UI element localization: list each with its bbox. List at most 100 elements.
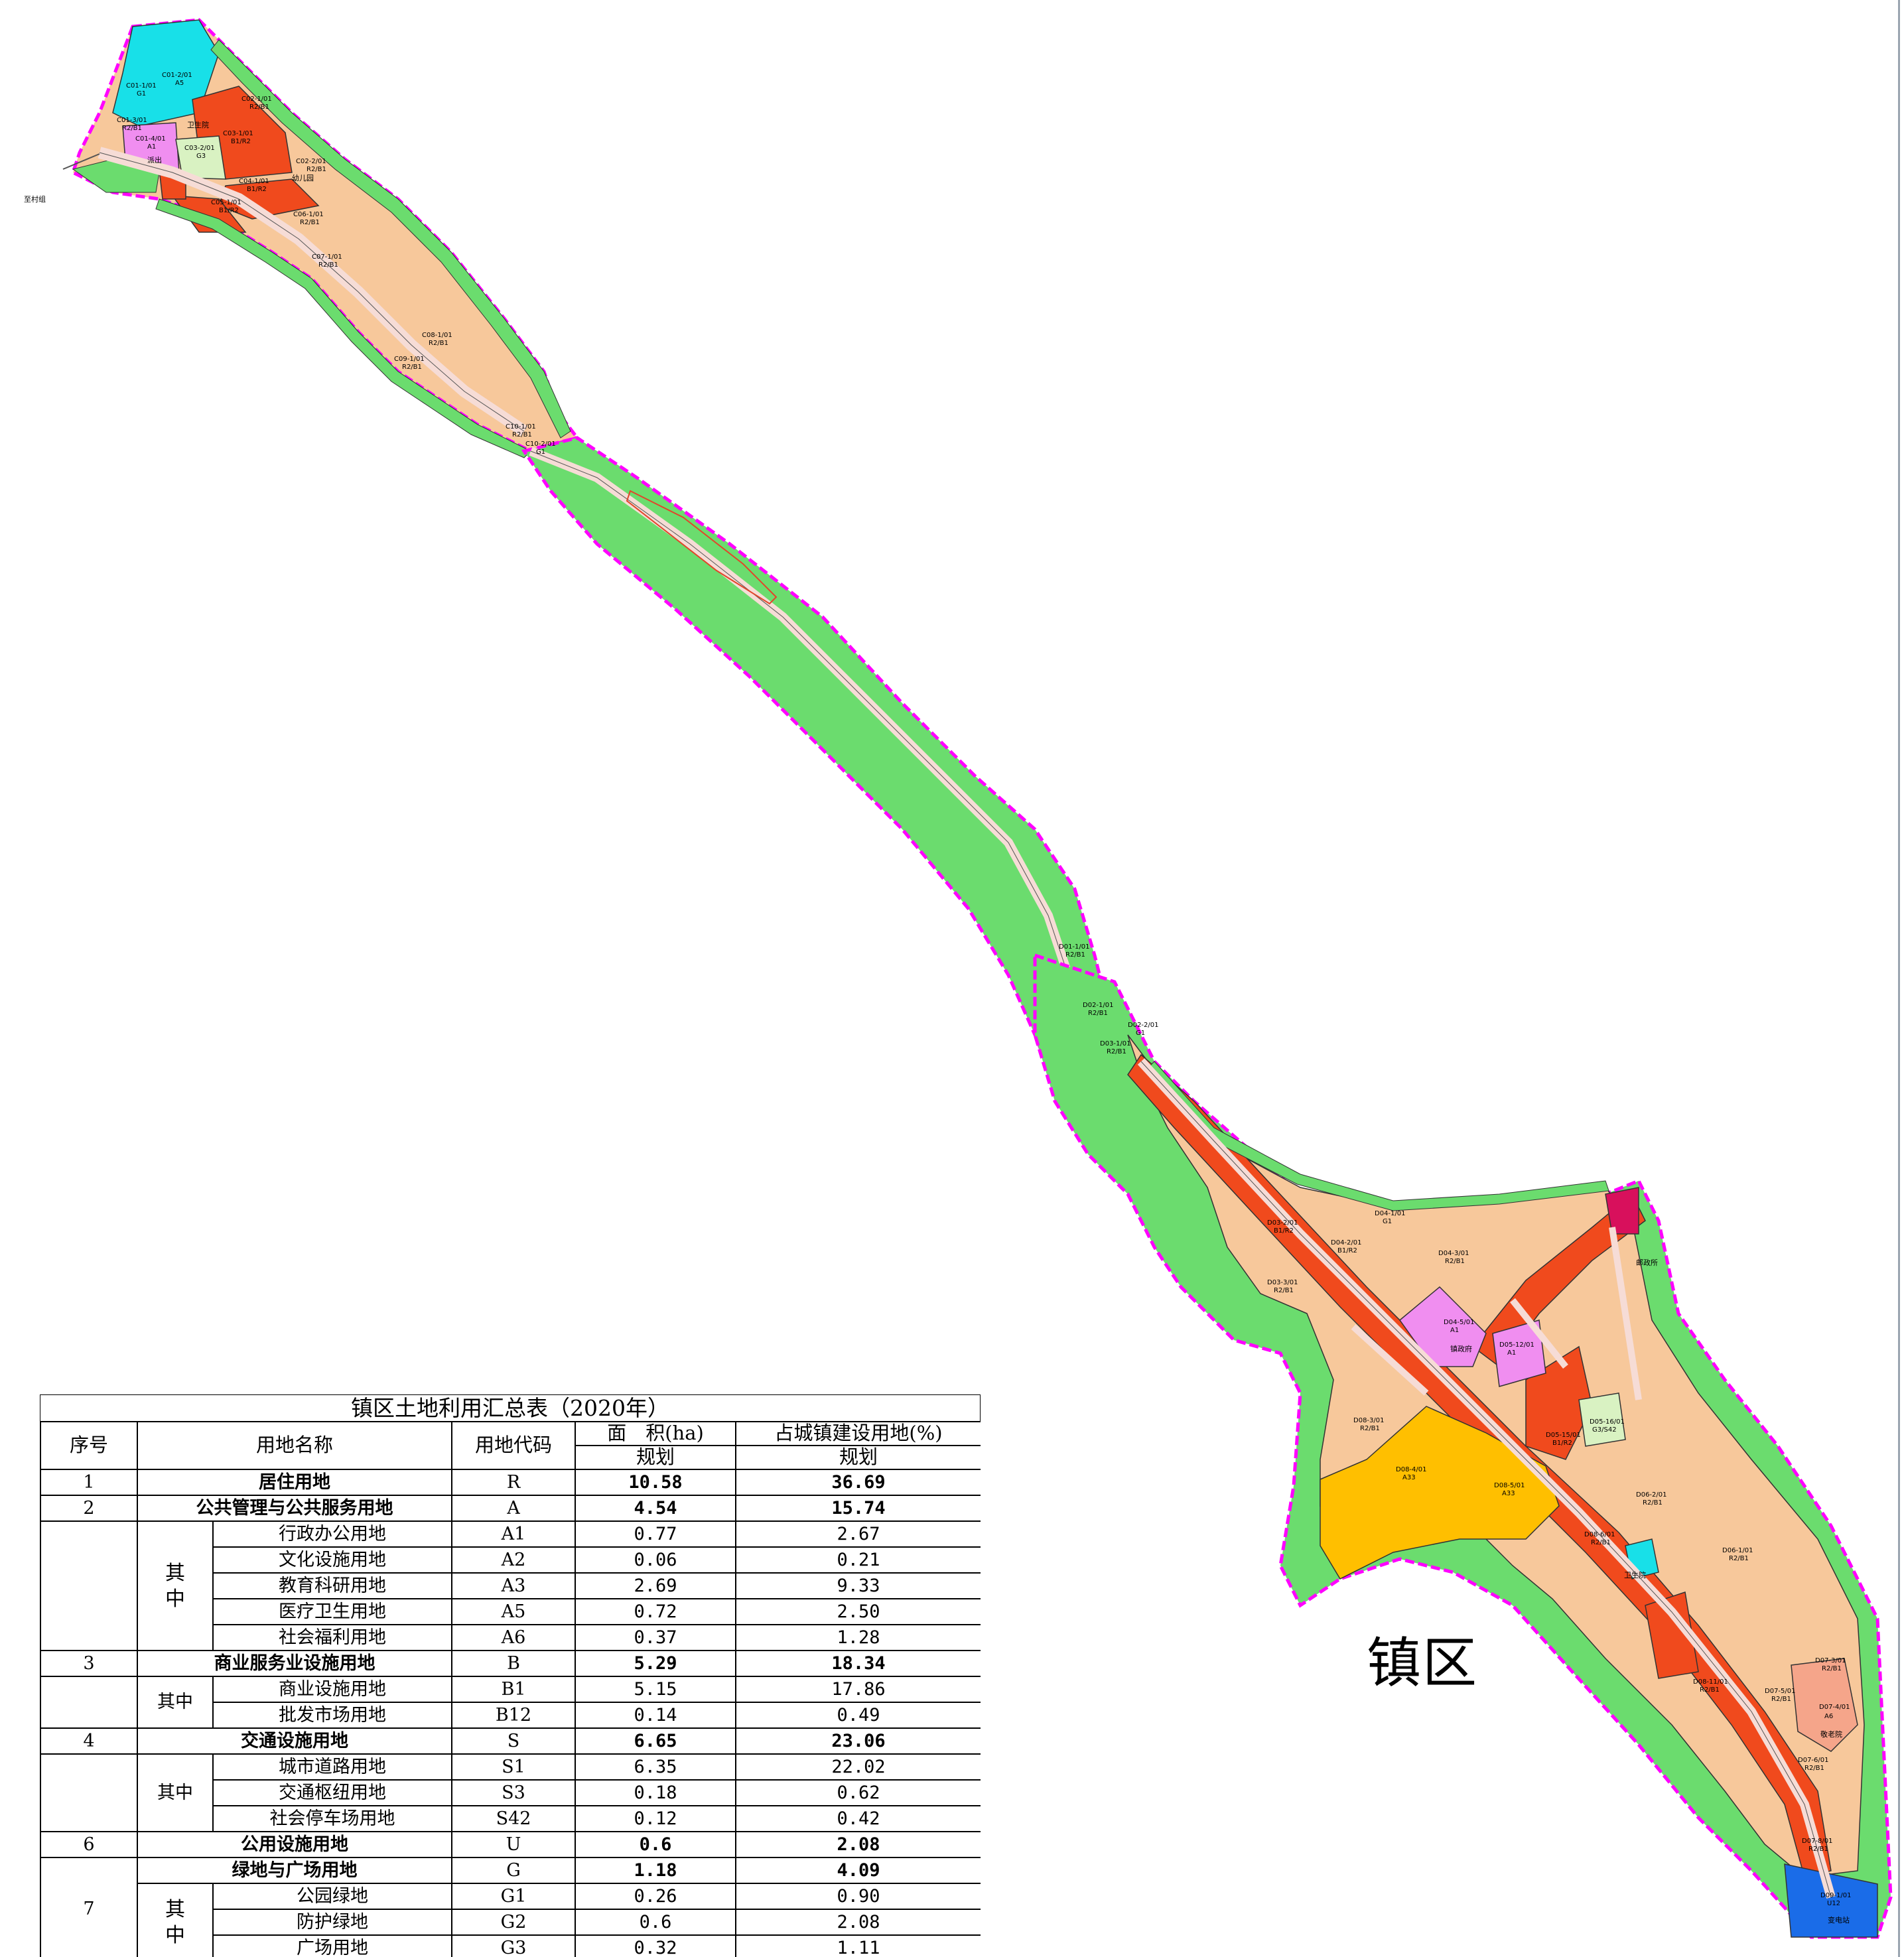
cell-area: 1.18 <box>575 1857 737 1884</box>
plot-labels: C01-2/01 A5 C01-1/01 G1 C02-1/01 R2/B1 C… <box>117 72 1852 1907</box>
cell-code: G1 <box>451 1883 577 1910</box>
plaza-parcel-c03 <box>175 135 226 180</box>
plot-code: C10-1/01 <box>506 423 536 431</box>
plot-use: G3/S42 <box>1592 1426 1617 1434</box>
cell-area: 2.69 <box>575 1572 737 1599</box>
cell-name: 行政办公用地 <box>212 1520 453 1548</box>
plot-code: D07-8/01 <box>1802 1838 1833 1845</box>
police-label: 派出 <box>147 155 162 165</box>
cell-name: 批发市场用地 <box>212 1702 453 1729</box>
cell-pct: 15.74 <box>735 1495 981 1522</box>
cell-seq-empty <box>40 1753 138 1832</box>
admin-parcel-d05-top <box>1605 1187 1639 1235</box>
cell-pct: 2.50 <box>735 1598 981 1625</box>
plot-code: D05-15/01 <box>1546 1432 1581 1439</box>
plot-use: R2/B1 <box>249 103 269 111</box>
plot-code: D08-11/01 <box>1693 1678 1728 1686</box>
plot-use: R2/B1 <box>1822 1665 1842 1672</box>
plot-code: D04-2/01 <box>1331 1239 1362 1247</box>
cell-name: 防护绿地 <box>212 1909 453 1936</box>
plot-use: R2/B1 <box>1643 1499 1663 1507</box>
table-row: 7 绿地与广场用地 G 1.18 4.09 <box>40 1857 981 1957</box>
plot-code: C01-2/01 <box>162 72 192 79</box>
plot-code: C10-2/01 <box>525 440 556 448</box>
substation-label: 变电站 <box>1828 1915 1850 1924</box>
cell-name: 交通枢纽用地 <box>212 1779 453 1806</box>
education-parcel-d08 <box>1320 1406 1560 1580</box>
cell-pct: 1.28 <box>735 1624 981 1651</box>
plot-use: R2/B1 <box>1729 1555 1749 1562</box>
plot-code: D08-5/01 <box>1494 1482 1525 1489</box>
plot-use: A1 <box>147 143 156 151</box>
cell-code: G3 <box>451 1934 577 1957</box>
header-subrow: 规划 规划 <box>40 1445 981 1470</box>
plot-code: D06-1/01 <box>1722 1547 1753 1554</box>
plot-code: D03-2/01 <box>1267 1219 1298 1227</box>
cell-group-label: 其 中 <box>137 1883 214 1957</box>
table-row: 批发市场用地 B12 0.14 0.49 <box>40 1702 981 1729</box>
cell-area: 0.6 <box>575 1831 737 1858</box>
cell-code: A6 <box>451 1624 577 1651</box>
utility-parcel-d09 <box>1784 1863 1878 1938</box>
cell-code: B12 <box>451 1702 577 1729</box>
plot-use: B1/R2 <box>1552 1440 1572 1447</box>
cell-pct: 17.86 <box>735 1676 981 1703</box>
table-row: 文化设施用地 A2 0.06 0.21 <box>40 1546 981 1574</box>
cell-area: 0.6 <box>575 1909 737 1936</box>
cell-pct: 2.08 <box>735 1831 981 1858</box>
cell-pct: 0.21 <box>735 1546 981 1574</box>
green-strip-north-south <box>155 198 531 458</box>
header-pct: 占城镇建设用地(%) <box>735 1421 981 1446</box>
header-pct-sub: 规划 <box>735 1445 981 1470</box>
green-strip-north-east <box>210 39 571 439</box>
cell-seq: 3 <box>40 1650 138 1677</box>
page-edge-line <box>1898 0 1900 1957</box>
plot-code: D05-12/01 <box>1499 1341 1534 1349</box>
corridor-green <box>521 436 1144 1117</box>
cell-seq: 1 <box>40 1469 138 1496</box>
plot-code: D06-2/01 <box>1636 1491 1667 1499</box>
hospital-label-south: 卫生院 <box>1624 1570 1646 1580</box>
cell-area: 0.12 <box>575 1805 737 1832</box>
plot-use: R2/B1 <box>1808 1846 1828 1853</box>
corridor-outline-red <box>626 490 778 605</box>
plot-code: C01-4/01 <box>135 135 166 143</box>
cell-name: 公园绿地 <box>212 1883 453 1910</box>
plot-code: D07-4/01 <box>1819 1704 1850 1711</box>
plot-use: R2/B1 <box>1274 1287 1294 1294</box>
cell-code: A5 <box>451 1598 577 1625</box>
north-corridor <box>62 18 580 458</box>
cell-pct: 23.06 <box>735 1727 981 1755</box>
cell-seq-empty <box>40 1520 138 1651</box>
cell-code: A <box>451 1495 577 1522</box>
cell-code: B <box>451 1650 577 1677</box>
plot-use: G3 <box>196 153 206 160</box>
table-row: 广场用地 G3 0.32 1.11 <box>40 1934 981 1957</box>
plot-use: R2/B1 <box>429 340 448 347</box>
cell-code: S3 <box>451 1779 577 1806</box>
plot-code: D08-3/01 <box>1353 1417 1385 1424</box>
cell-pct: 0.62 <box>735 1779 981 1806</box>
plot-code: D07-3/01 <box>1815 1657 1846 1664</box>
table-title: 镇区土地利用汇总表（2020年） <box>40 1394 981 1421</box>
north-main-road-edge <box>99 152 525 432</box>
cell-area: 5.15 <box>575 1676 737 1703</box>
cell-name: 城市道路用地 <box>212 1753 453 1781</box>
land-use-summary-table: 镇区土地利用汇总表（2020年） 序号 用地名称 用地代码 面 积(ha) 占城… <box>40 1394 981 1957</box>
cell-pct: 9.33 <box>735 1572 981 1599</box>
south-town <box>1033 953 1893 1939</box>
plot-use: R2/B1 <box>1700 1686 1720 1694</box>
plot-code: C02-1/01 <box>241 96 272 103</box>
cell-area: 6.35 <box>575 1753 737 1781</box>
cell-area: 0.32 <box>575 1934 737 1957</box>
cell-name: 商业设施用地 <box>212 1676 453 1703</box>
plot-code: C04-1/01 <box>239 178 269 185</box>
cell-area: 0.72 <box>575 1598 737 1625</box>
plot-code: C08-1/01 <box>422 332 452 339</box>
summary-table: 序号 用地名称 用地代码 面 积(ha) 占城镇建设用地(%) 规划 规划 1 … <box>40 1421 981 1957</box>
cell-area: 0.14 <box>575 1702 737 1729</box>
plot-use: R2/B1 <box>1804 1765 1824 1772</box>
plot-code: C07-1/01 <box>312 253 342 261</box>
cell-pct: 0.49 <box>735 1702 981 1729</box>
cell-name: 广场用地 <box>212 1934 453 1957</box>
